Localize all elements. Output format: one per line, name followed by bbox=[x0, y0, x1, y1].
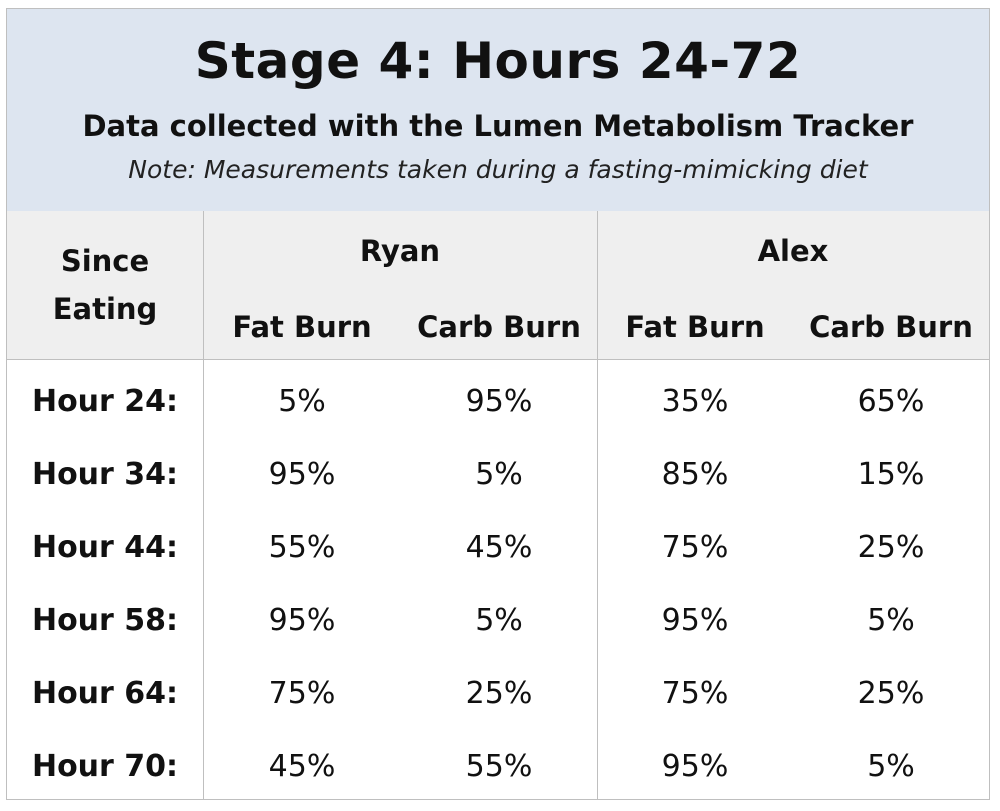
ryan-carb-burn-value: 5% bbox=[475, 603, 523, 638]
column-header-ryan-carb-burn: Carb Burn bbox=[417, 310, 581, 344]
column-divider-2 bbox=[597, 211, 598, 799]
ryan-fat-burn-value: 55% bbox=[268, 530, 336, 565]
row-header-line-1: Since bbox=[60, 244, 150, 278]
alex-fat-burn-value: 95% bbox=[661, 603, 729, 638]
alex-fat-burn-value: 75% bbox=[661, 530, 729, 565]
alex-carb-burn-value: 65% bbox=[857, 384, 925, 419]
row-label: Hour 58: bbox=[31, 603, 179, 638]
group-header-ryan: Ryan bbox=[359, 234, 441, 268]
title-banner: Stage 4: Hours 24-72 Data collected with… bbox=[7, 9, 989, 212]
table-row: Hour 70: 45% 55% 95% 5% bbox=[7, 725, 989, 798]
alex-fat-burn-value: 35% bbox=[661, 384, 729, 419]
alex-carb-burn-value: 25% bbox=[857, 530, 925, 565]
alex-carb-burn-value: 5% bbox=[867, 749, 915, 784]
row-header-line-2: Eating bbox=[52, 292, 158, 326]
row-label: Hour 64: bbox=[31, 676, 179, 711]
alex-fat-burn-value: 95% bbox=[661, 749, 729, 784]
table-row: Hour 64: 75% 25% 75% 25% bbox=[7, 652, 989, 725]
ryan-carb-burn-value: 55% bbox=[465, 749, 533, 784]
table-row: Hour 24: 5% 95% 35% 65% bbox=[7, 360, 989, 433]
page-title: Stage 4: Hours 24-72 bbox=[194, 32, 802, 90]
row-label: Hour 70: bbox=[31, 749, 179, 784]
data-table: Stage 4: Hours 24-72 Data collected with… bbox=[6, 8, 990, 800]
page-note: Note: Measurements taken during a fastin… bbox=[128, 155, 868, 184]
ryan-carb-burn-value: 25% bbox=[465, 676, 533, 711]
page-subtitle: Data collected with the Lumen Metabolism… bbox=[82, 109, 914, 143]
table-body: Hour 24: 5% 95% 35% 65% Hour 34: 95% 5% … bbox=[7, 360, 989, 799]
alex-carb-burn-value: 15% bbox=[857, 457, 925, 492]
alex-carb-burn-value: 5% bbox=[867, 603, 915, 638]
column-header-ryan-fat-burn: Fat Burn bbox=[232, 310, 372, 344]
ryan-fat-burn-value: 95% bbox=[268, 457, 336, 492]
ryan-carb-burn-value: 5% bbox=[475, 457, 523, 492]
ryan-fat-burn-value: 45% bbox=[268, 749, 336, 784]
row-header-label: Since Eating bbox=[7, 237, 203, 333]
row-label: Hour 44: bbox=[31, 530, 179, 565]
table-row: Hour 44: 55% 45% 75% 25% bbox=[7, 506, 989, 579]
table-row: Hour 34: 95% 5% 85% 15% bbox=[7, 433, 989, 506]
table-row: Hour 58: 95% 5% 95% 5% bbox=[7, 579, 989, 652]
column-header-area: Since Eating Ryan Alex Fat Burn Carb Bur… bbox=[7, 211, 989, 360]
group-header-alex: Alex bbox=[757, 234, 829, 268]
row-label: Hour 34: bbox=[31, 457, 179, 492]
alex-fat-burn-value: 85% bbox=[661, 457, 729, 492]
row-label: Hour 24: bbox=[31, 384, 179, 419]
column-header-alex-carb-burn: Carb Burn bbox=[809, 310, 973, 344]
ryan-carb-burn-value: 45% bbox=[465, 530, 533, 565]
column-divider-1 bbox=[203, 211, 204, 799]
ryan-fat-burn-value: 75% bbox=[268, 676, 336, 711]
column-header-alex-fat-burn: Fat Burn bbox=[625, 310, 765, 344]
alex-carb-burn-value: 25% bbox=[857, 676, 925, 711]
ryan-fat-burn-value: 95% bbox=[268, 603, 336, 638]
ryan-carb-burn-value: 95% bbox=[465, 384, 533, 419]
alex-fat-burn-value: 75% bbox=[661, 676, 729, 711]
ryan-fat-burn-value: 5% bbox=[278, 384, 326, 419]
